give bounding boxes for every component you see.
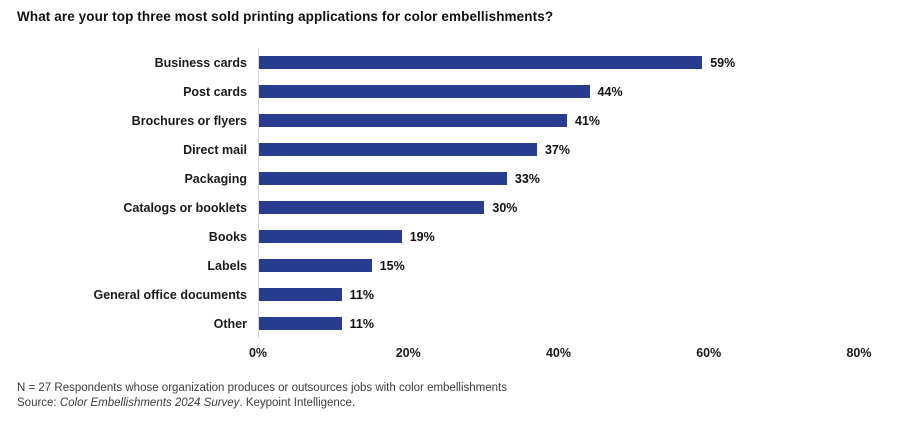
footnote: N = 27 Respondents whose organization pr…	[17, 381, 507, 411]
source-suffix: . Keypoint Intelligence.	[239, 397, 356, 410]
bar-track: 11%	[258, 309, 860, 338]
x-axis-tick-label: 40%	[545, 346, 572, 360]
bar-track: 15%	[258, 251, 860, 280]
chart-row: Business cards 59%	[17, 48, 887, 77]
bar-track: 33%	[258, 164, 860, 193]
x-axis-tick-label: 80%	[846, 346, 872, 360]
bar	[259, 172, 507, 185]
category-label: General office documents	[93, 287, 247, 302]
bar-track: 37%	[258, 135, 860, 164]
bar-track: 11%	[258, 280, 860, 309]
bar-track: 41%	[258, 106, 860, 135]
value-label: 15%	[379, 258, 405, 273]
source-prefix: Source:	[17, 397, 60, 410]
x-axis: 0% 20% 40% 60% 80%	[249, 344, 872, 366]
value-label: 33%	[514, 171, 540, 186]
chart-row: General office documents 11%	[17, 280, 887, 309]
bar	[259, 288, 342, 301]
category-label: Books	[208, 229, 247, 244]
bar	[259, 143, 537, 156]
chart-row: Post cards 44%	[17, 77, 887, 106]
value-label: 11%	[349, 316, 374, 331]
chart-row: Packaging 33%	[17, 164, 887, 193]
chart-row: Brochures or flyers 41%	[17, 106, 887, 135]
source-title: Color Embellishments 2024 Survey	[59, 397, 240, 410]
chart-row: Direct mail 37%	[17, 135, 887, 164]
value-label: 37%	[544, 142, 570, 157]
x-axis-tick-label: 60%	[696, 346, 722, 360]
bar	[259, 259, 372, 272]
value-label: 41%	[575, 113, 601, 128]
chart-row: Other 11%	[17, 309, 887, 338]
category-label: Catalogs or booklets	[123, 200, 247, 215]
chart-row: Labels 15%	[17, 251, 887, 280]
chart-row: Books 19%	[17, 222, 887, 251]
category-label: Brochures or flyers	[131, 113, 247, 128]
x-axis-tick-label: 0%	[248, 346, 268, 360]
value-label: 44%	[597, 84, 623, 99]
bar-track: 44%	[258, 77, 860, 106]
bar	[259, 201, 485, 214]
bar	[259, 56, 703, 69]
chart-title: What are your top three most sold printi…	[17, 9, 554, 24]
bar-track: 30%	[258, 193, 860, 222]
bar	[259, 230, 402, 243]
value-label: 19%	[409, 229, 435, 244]
value-label: 30%	[492, 200, 518, 215]
respondents-note: N = 27 Respondents whose organization pr…	[17, 382, 507, 394]
value-label: 11%	[349, 287, 374, 302]
category-label: Other	[213, 316, 247, 331]
category-label: Packaging	[184, 171, 247, 186]
x-axis-tick-label: 20%	[395, 346, 421, 360]
bar	[259, 114, 567, 127]
value-label: 59%	[710, 55, 736, 70]
source-note: Source: Color Embellishments 2024 Survey…	[17, 396, 507, 411]
bar	[259, 317, 342, 330]
bar-track: 59%	[258, 48, 860, 77]
category-label: Business cards	[154, 55, 247, 70]
bar	[259, 85, 590, 98]
category-label: Labels	[207, 258, 247, 273]
category-label: Direct mail	[183, 142, 247, 157]
chart-rows: Business cards 59% Post cards 44% Brochures …	[17, 48, 887, 338]
chart-row: Catalogs or booklets 30%	[17, 193, 887, 222]
bar-track: 19%	[258, 222, 860, 251]
category-label: Post cards	[183, 84, 247, 99]
bar-chart: Business cards 59% Post cards 44% Brochures …	[17, 48, 887, 366]
